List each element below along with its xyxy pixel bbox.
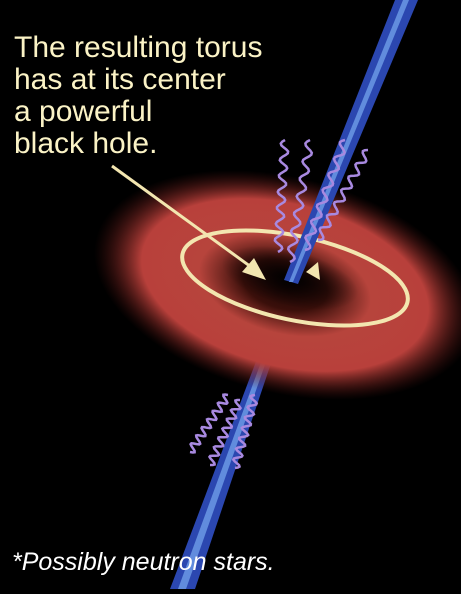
- pointer-arrowhead: [242, 258, 266, 280]
- wave: [231, 393, 259, 470]
- caption-line: black hole.: [14, 127, 157, 160]
- footnote: *Possibly neutron stars.: [12, 548, 275, 576]
- caption-line: has at its center: [14, 63, 226, 96]
- wave: [207, 398, 243, 467]
- pointer-arrow: [111, 164, 259, 274]
- wave: [304, 138, 346, 252]
- caption-line: a powerful: [14, 95, 152, 128]
- wave: [189, 393, 229, 454]
- wave: [273, 138, 290, 254]
- caption-line: The resulting torus: [14, 31, 262, 64]
- radiation-waves: [189, 138, 369, 470]
- orbit-arrowhead: [306, 262, 320, 280]
- wave: [317, 148, 369, 242]
- wave: [286, 138, 314, 264]
